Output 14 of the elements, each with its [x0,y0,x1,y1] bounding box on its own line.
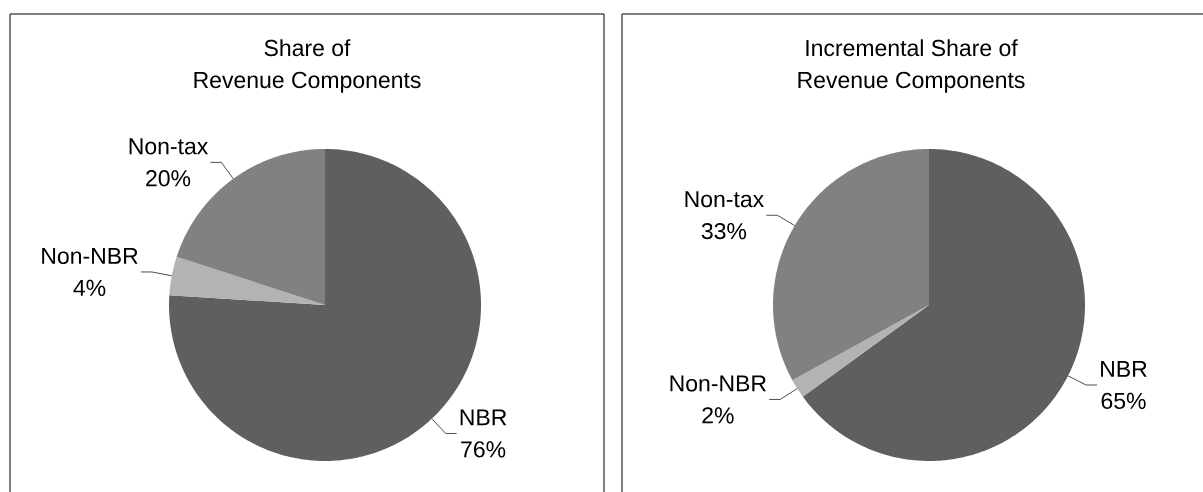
slice-label: Non-NBR [42,247,138,265]
chart-title: Share of Revenue Components [194,39,421,93]
slice-label: Non-NBR [670,375,766,392]
slice-label: NBR [460,409,507,426]
slice-label: Non-tax [685,191,764,208]
slice-label: NBR [1101,360,1147,377]
data-label: 2% [702,407,734,424]
data-label: 76% [461,441,506,458]
data-label: 33% [701,222,747,240]
slice-label: Non-tax [129,138,209,155]
data-label: 65% [1101,392,1146,410]
data-label: 4% [73,279,106,296]
data-label: 20% [146,170,191,187]
chart-title: Incremental Share of Revenue Components [798,39,1025,93]
